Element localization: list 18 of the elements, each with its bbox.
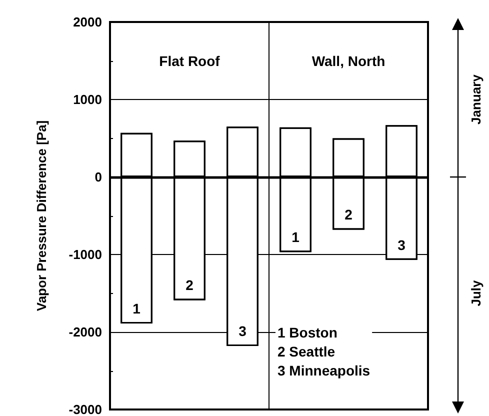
y-axis-title: Vapor Pressure Difference [Pa] <box>34 120 49 312</box>
y-tick-label: -1000 <box>68 247 102 262</box>
x-tick-label: 1 <box>132 300 141 316</box>
x-tick-label: 3 <box>238 322 247 339</box>
y-tick-label: 0 <box>94 170 102 184</box>
annotation: Flat Roof <box>159 52 220 69</box>
y-tick-label: -3000 <box>68 402 102 416</box>
annotation: 1 Boston 2 Seattle 3 Minneapolis <box>278 324 370 378</box>
annotation: Wall, North <box>312 52 386 69</box>
text: July <box>468 279 484 306</box>
y-tick-label: 2000 <box>73 14 102 30</box>
y-tick-label: -2000 <box>68 324 102 340</box>
x-tick-label: 3 <box>398 236 406 253</box>
text: January <box>468 74 484 124</box>
x-tick-label: 2 <box>186 277 194 294</box>
y-tick-label: 1000 <box>73 92 102 107</box>
x-tick-label: 1 <box>292 229 300 246</box>
x-tick-label: 2 <box>344 206 353 223</box>
